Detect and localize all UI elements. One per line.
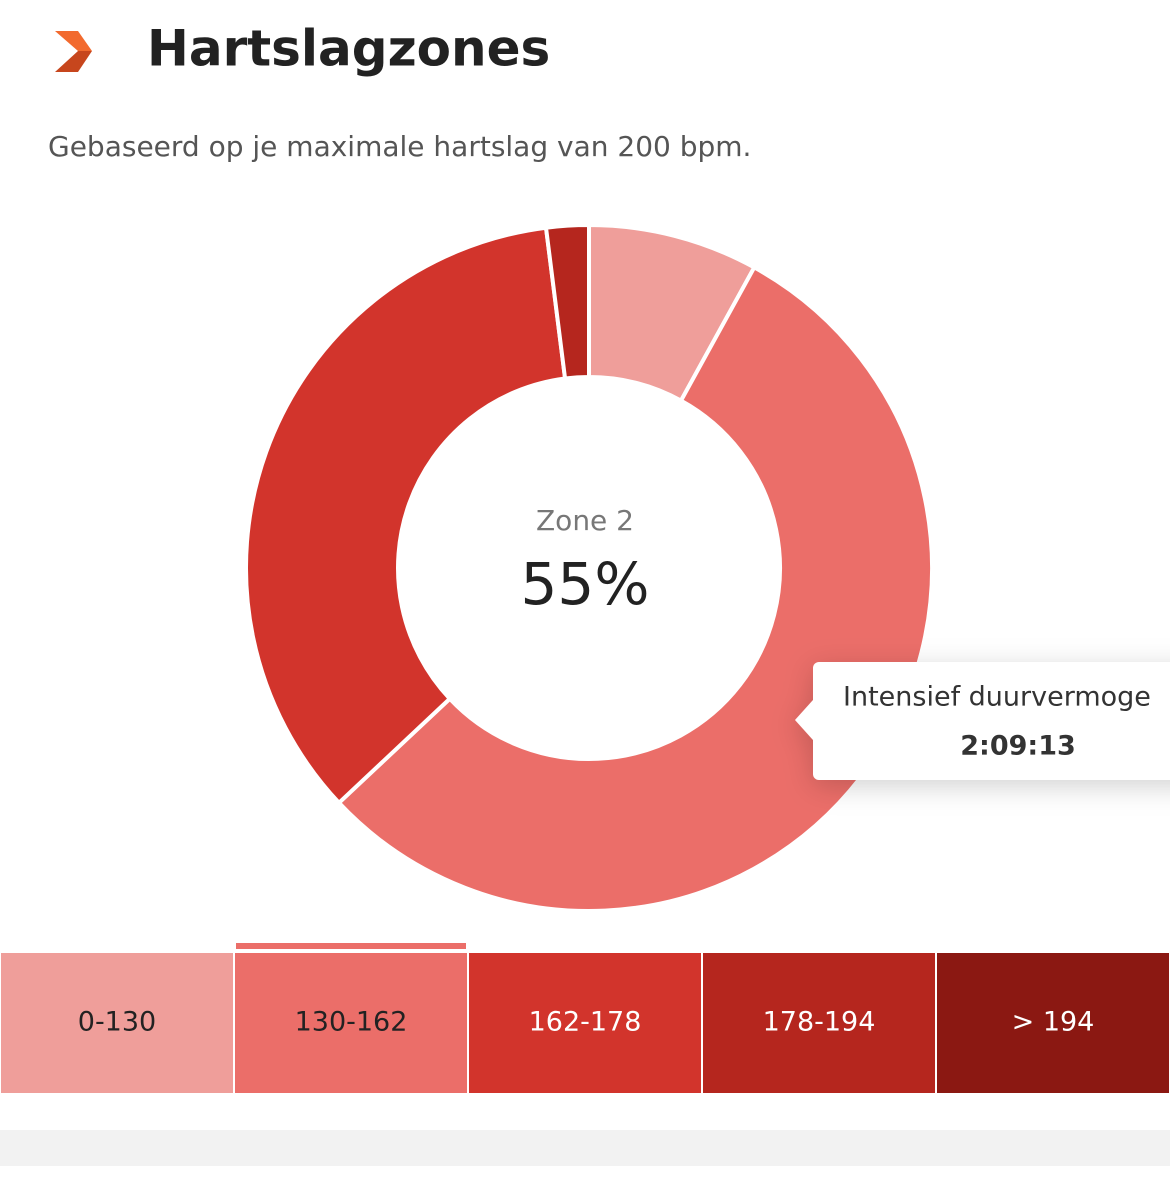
donut-segment <box>336 264 934 913</box>
center-value: 55% <box>521 550 650 618</box>
footer-strip <box>0 1130 1170 1166</box>
zone-range: 130-162 <box>295 1007 408 1038</box>
donut-segment <box>244 225 568 806</box>
donut <box>244 222 934 913</box>
zone-range: 162-178 <box>529 1007 642 1038</box>
tooltip-value: 2:09:13 <box>960 731 1076 762</box>
zone-range: 0-130 <box>78 1007 156 1038</box>
title: Hartslagzones <box>147 20 550 78</box>
zone-box <box>937 953 1169 1093</box>
logo <box>55 31 92 72</box>
tooltip-title: Intensief duurvermoge <box>843 682 1151 713</box>
center-label: Zone 2 <box>536 504 634 537</box>
zone-box <box>235 953 467 1093</box>
zone-range: > 194 <box>1012 1007 1095 1038</box>
subtitle: Gebaseerd op je maximale hartslag van 20… <box>48 130 751 163</box>
tooltip <box>795 662 1170 780</box>
zone-box <box>469 953 701 1093</box>
zone-box <box>1 953 233 1093</box>
selected-indicator <box>236 943 466 949</box>
legend: 0-130 130-162 162-178 178-194 > 194 <box>1 943 1169 1093</box>
zone-range: 178-194 <box>763 1007 876 1038</box>
zone-box <box>703 953 935 1093</box>
